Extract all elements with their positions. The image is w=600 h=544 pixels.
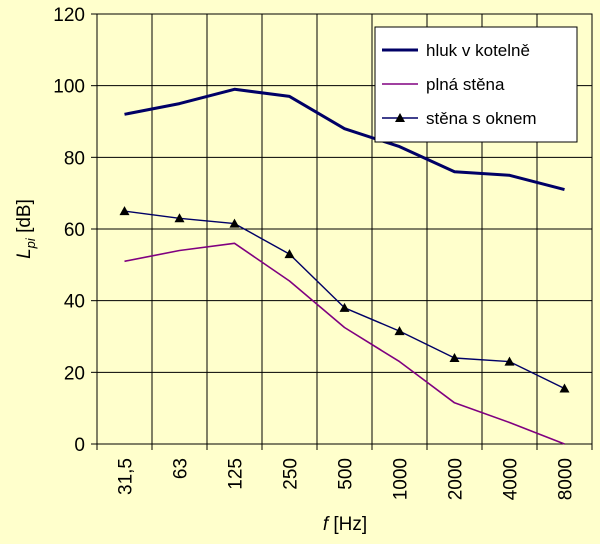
y-tick-label: 0 <box>74 435 85 456</box>
x-tick-label: 125 <box>226 458 247 490</box>
x-axis-title: f [Hz] <box>323 514 367 535</box>
series-1 <box>124 242 565 445</box>
y-tick-label: 40 <box>64 292 85 313</box>
y-tick-label: 20 <box>64 363 85 384</box>
y-tick-label: 80 <box>64 148 85 169</box>
x-tick-label: 2000 <box>446 458 467 500</box>
x-tick-label: 31,5 <box>116 458 137 495</box>
legend-label: stěna s oknem <box>426 109 537 128</box>
data-point <box>174 213 185 223</box>
x-tick-label: 63 <box>171 458 192 479</box>
x-axis-title-main: f <box>323 514 330 535</box>
data-point <box>449 353 460 362</box>
x-tick-label: 8000 <box>556 458 577 500</box>
x-axis-title-unit: [Hz] <box>328 514 367 535</box>
series-group <box>119 87 570 445</box>
data-point <box>559 383 570 393</box>
data-point <box>119 206 130 216</box>
y-tick-label: 120 <box>53 5 85 26</box>
series-2 <box>119 206 570 393</box>
series-line <box>124 87 565 192</box>
y-axis-title-main: L <box>14 248 35 259</box>
data-point <box>394 326 405 336</box>
x-tick-label: 250 <box>281 458 302 490</box>
y-axis-title-unit: [dB] <box>14 199 35 238</box>
y-axis-title: Lpi [dB] <box>14 199 38 259</box>
y-tick-label: 60 <box>64 220 85 241</box>
axes: 0 20 40 60 80 100 120 31,5 63 125 250 500 1000 2000 40… <box>53 5 593 500</box>
x-tick-label: 4000 <box>501 458 522 500</box>
data-point <box>504 356 515 366</box>
series-0 <box>124 87 565 192</box>
x-tick-label: 1000 <box>391 458 412 500</box>
legend-label: hluk v kotelně <box>426 41 530 60</box>
data-point <box>284 249 295 259</box>
y-axis-title-sub: pi <box>23 237 38 249</box>
data-point <box>339 302 350 312</box>
legend-marker <box>395 113 405 122</box>
legend-label: plná stěna <box>426 75 505 94</box>
series-line <box>124 242 565 445</box>
legend: hluk v kotelně plná stěna stěna s oknem <box>374 26 578 143</box>
y-tick-label: 100 <box>53 77 85 98</box>
data-point <box>229 218 240 228</box>
x-tick-label: 500 <box>336 458 357 490</box>
